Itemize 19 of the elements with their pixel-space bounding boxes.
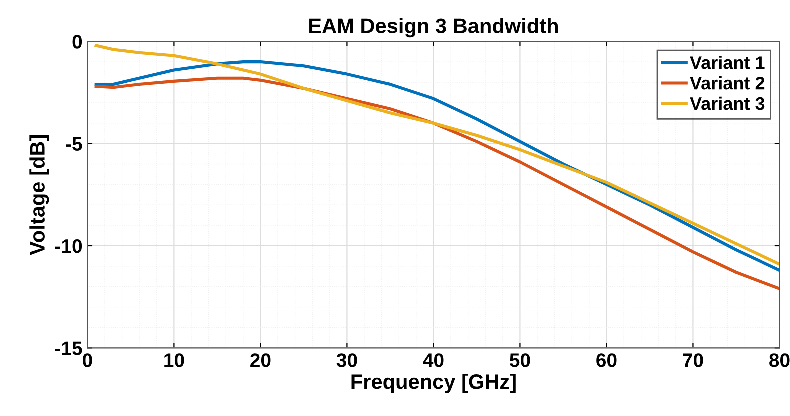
legend-label: Variant 2 [690,76,765,90]
y-tick-label: 0 [72,35,82,49]
chart-title: EAM Design 3 Bandwidth [310,18,558,38]
x-tick-label: 10 [164,354,184,368]
x-tick-label: 50 [510,354,530,368]
x-tick-label: 70 [683,354,704,368]
legend-label: Variant 1 [690,56,765,70]
x-tick-label: 0 [83,354,92,368]
x-tick-label: 30 [336,354,358,368]
x-axis-title: Frequency [GHz] [352,374,516,394]
y-tick-label: -15 [55,342,82,356]
x-tick-label: 60 [596,354,617,368]
x-tick-label: 40 [423,354,444,368]
y-tick-label: -5 [66,137,82,152]
y-axis-title: Voltage [dB] [30,135,50,256]
legend-label: Variant 3 [690,96,765,110]
x-tick-label: 80 [770,354,790,368]
y-tick-label: -10 [55,239,82,254]
x-tick-label: 20 [250,354,271,368]
